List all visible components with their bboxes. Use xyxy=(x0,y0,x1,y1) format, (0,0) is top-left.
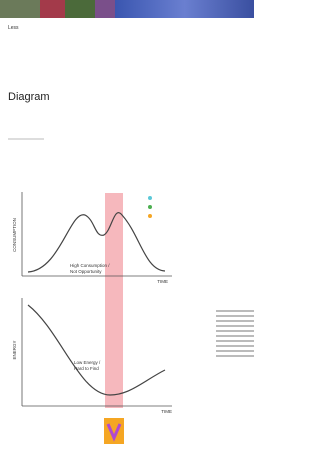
highlight-band xyxy=(105,193,123,408)
annotation: Hard to Find xyxy=(74,366,99,371)
section-title: Diagram xyxy=(8,91,50,103)
banner-image xyxy=(0,0,254,18)
x-axis-label: TIME xyxy=(161,409,172,414)
caption-placeholder xyxy=(8,138,44,140)
top-plot: CONSUMPTION TIME High Consumption / Not … xyxy=(12,192,172,284)
x-axis-label: TIME xyxy=(157,279,168,284)
y-axis-label: ENERGY xyxy=(12,340,17,359)
annotation: Not Opportunity xyxy=(70,269,102,274)
page: Less Diagram CONSUMPTION TIME High Consu… xyxy=(0,0,254,450)
annotation: High Consumption / xyxy=(70,263,110,268)
annotation: Low Energy / xyxy=(74,360,101,365)
bottom-plot: ENERGY TIME Low Energy / Hard to Find xyxy=(12,298,172,414)
y-axis-label: CONSUMPTION xyxy=(12,218,17,252)
text-block xyxy=(216,310,254,360)
header-label: Less xyxy=(8,25,19,31)
